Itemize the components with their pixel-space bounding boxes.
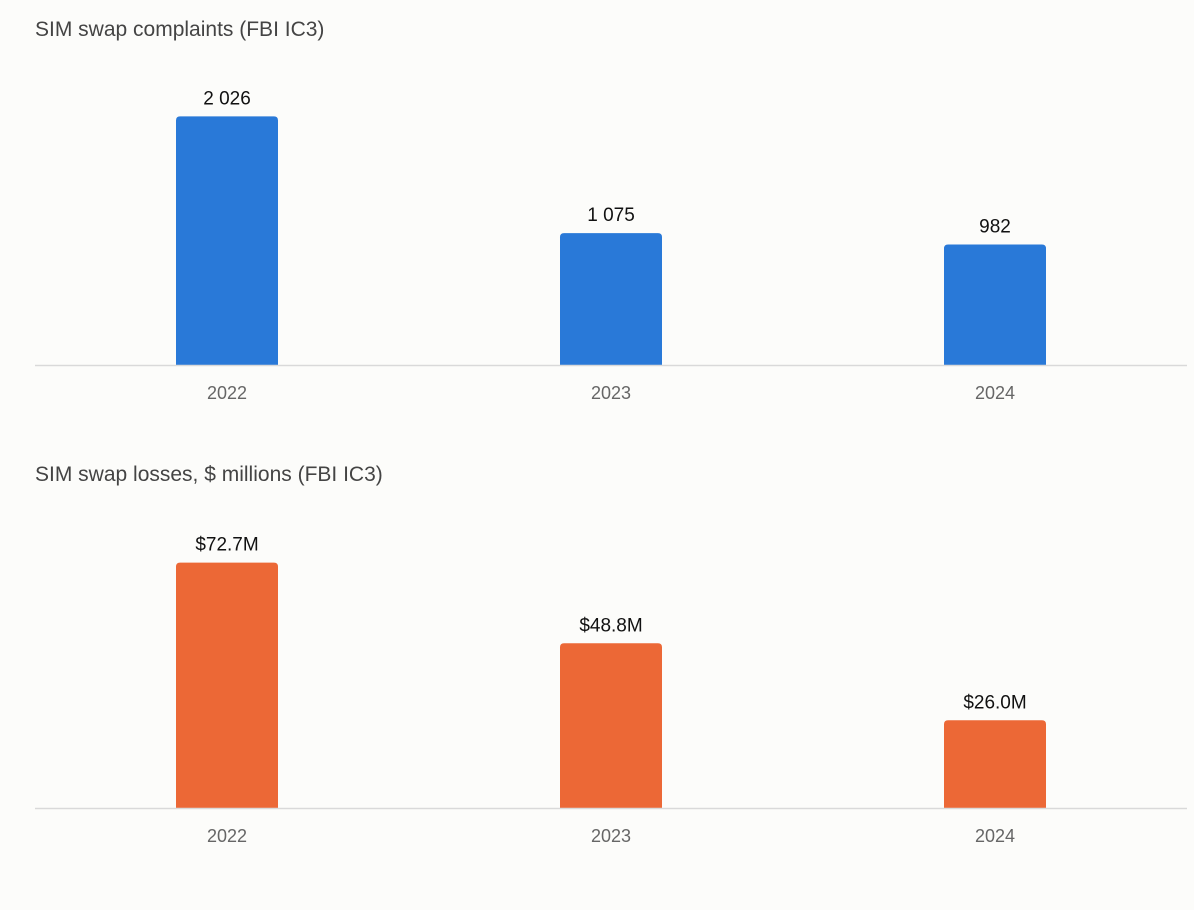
losses-value-label-2024: $26.0M	[963, 692, 1026, 713]
losses-bar-chart: $72.7M 2022 $48.8M 2023 $26.0M 2024	[35, 535, 1187, 846]
losses-chart-panel: SIM swap losses, $ millions (FBI IC3) $7…	[0, 440, 1194, 870]
complaints-tick-label-2022: 2022	[207, 383, 247, 403]
complaints-value-label-2023: 1 075	[587, 205, 635, 226]
complaints-tick-label-2024: 2024	[975, 383, 1015, 403]
complaints-bar-2024	[944, 244, 1046, 365]
losses-bar-2024	[944, 720, 1046, 808]
losses-bar-2022	[176, 562, 278, 808]
losses-tick-label-2022: 2022	[207, 826, 247, 846]
complaints-chart-title: SIM swap complaints (FBI IC3)	[35, 18, 325, 41]
losses-tick-label-2024: 2024	[975, 826, 1015, 846]
complaints-bar-chart: 2 026 2022 1 075 2023 982 2024	[35, 88, 1187, 403]
complaints-chart-panel: SIM swap complaints (FBI IC3) 2 026 2022 1…	[0, 0, 1194, 430]
losses-bar-2023	[560, 643, 662, 808]
complaints-value-label-2022: 2 026	[203, 88, 251, 109]
complaints-bar-2022	[176, 116, 278, 365]
losses-chart-title: SIM swap losses, $ millions (FBI IC3)	[35, 463, 383, 486]
losses-value-label-2022: $72.7M	[195, 535, 258, 556]
complaints-tick-label-2023: 2023	[591, 383, 631, 403]
complaints-value-label-2024: 982	[979, 216, 1011, 237]
losses-value-label-2023: $48.8M	[579, 615, 642, 636]
complaints-bar-2023	[560, 233, 662, 365]
losses-tick-label-2023: 2023	[591, 826, 631, 846]
